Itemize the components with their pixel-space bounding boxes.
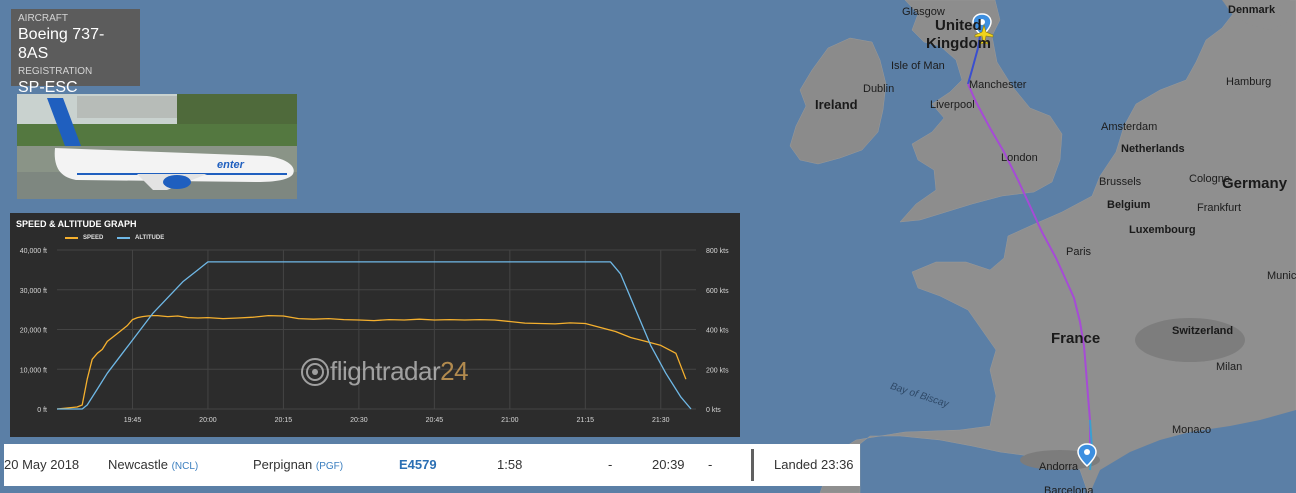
destination-city: Perpignan: [253, 457, 313, 472]
sea-mediterranean: [1090, 410, 1296, 493]
flight-date: 20 May 2018: [4, 457, 80, 472]
aircraft-label: AIRCRAFT: [18, 13, 68, 24]
flight-number-link[interactable]: E4579: [399, 457, 437, 472]
map-label-monaco: Monaco: [1172, 424, 1212, 436]
flight-std: -: [608, 457, 613, 472]
y-left-tick-label: 30,000 ft: [20, 288, 47, 295]
map-label-liverpool: Liverpool: [930, 99, 975, 111]
x-tick-label: 20:45: [426, 417, 444, 424]
y-left-tick-label: 0 ft: [37, 407, 47, 414]
landmass-ireland: [789, 37, 887, 165]
x-tick-label: 21:30: [652, 417, 670, 424]
y-right-tick-label: 200 kts: [706, 367, 729, 374]
flight-history-row[interactable]: 20 May 2018 Newcastle (NCL) Perpignan (P…: [4, 444, 860, 486]
map-label-kingdom: Kingdom: [926, 35, 991, 52]
chart-canvas: 0 ft 10,000 ft 20,000 ft 30,000 ft 40,000 ft…: [20, 248, 729, 424]
chart-ticks: 0 ft 10,000 ft 20,000 ft 30,000 ft 40,000 ft…: [20, 248, 729, 424]
registration-value: SP-ESC: [18, 79, 78, 96]
map-label-munich: Munic: [1267, 270, 1296, 282]
map-label-frankfurt: Frankfurt: [1197, 202, 1242, 214]
origin-city: Newcastle: [108, 457, 168, 472]
flightradar24-logo-icon: [301, 357, 329, 386]
legend-speed-swatch: [65, 237, 78, 239]
legend-altitude: ALTITUDE: [117, 235, 164, 241]
x-tick-label: 20:15: [275, 417, 293, 424]
y-left-tick-label: 10,000 ft: [20, 367, 47, 374]
legend-altitude-label: ALTITUDE: [135, 235, 165, 241]
map-label-milan: Milan: [1216, 361, 1243, 373]
x-tick-label: 20:00: [199, 417, 217, 424]
map-label-hamburg: Hamburg: [1226, 76, 1272, 88]
map-label-brussels: Brussels: [1099, 176, 1142, 188]
series-line-altitude: [57, 261, 692, 410]
map-label-barcelona: Barcelona: [1044, 485, 1094, 493]
map-label-london: London: [1001, 152, 1038, 164]
y-right-tick-label: 0 kts: [706, 407, 721, 414]
aircraft-livery-text: enter: [217, 159, 245, 171]
map-label-andorra: Andorra: [1039, 461, 1079, 473]
aircraft-type: Boeing 737-8AS: [18, 26, 105, 62]
map-label-manchester: Manchester: [969, 79, 1027, 91]
x-tick-label: 20:30: [350, 417, 368, 424]
series-line-speed: [56, 314, 687, 410]
flight-sta: -: [708, 457, 713, 472]
aircraft-info-panel: AIRCRAFT Boeing 737-8AS REGISTRATION SP-…: [11, 9, 140, 96]
x-tick-label: 19:45: [124, 417, 142, 424]
speed-altitude-graph: 0 ft 10,000 ft 20,000 ft 30,000 ft 40,000 ft…: [10, 213, 740, 437]
y-left-tick-label: 20,000 ft: [20, 328, 47, 335]
registration-label: REGISTRATION: [18, 66, 93, 77]
aircraft-photo[interactable]: enter: [17, 94, 297, 199]
destination-cell[interactable]: Perpignan (PGF): [253, 457, 343, 472]
landmass-denmark: [1222, 0, 1290, 30]
y-right-tick-label: 400 kts: [706, 328, 729, 335]
destination-marker-icon[interactable]: [1077, 443, 1097, 468]
map-label-dublin: Dublin: [863, 83, 895, 95]
landmass-continent: [819, 0, 1296, 493]
legend-altitude-swatch: [117, 237, 130, 239]
airplane-icon[interactable]: [974, 23, 994, 45]
map-label-france: France: [1051, 330, 1101, 347]
map-label-ireland: Ireland: [815, 97, 858, 112]
flightradar24-watermark: flightradar24: [300, 356, 469, 387]
alps-relief: [1135, 318, 1245, 362]
watermark-number: 24: [440, 356, 469, 386]
map-label-united: United: [935, 17, 982, 34]
flight-duration: 1:58: [497, 457, 523, 472]
map-label-amsterdam: Amsterdam: [1101, 121, 1158, 133]
y-right-tick-label: 800 kts: [706, 248, 729, 255]
watermark-word: flightradar: [330, 356, 441, 386]
map-label-luxembourg: Luxembourg: [1129, 224, 1196, 236]
flight-status: Landed 23:36: [774, 457, 854, 472]
destination-code: (PGF): [315, 461, 344, 472]
status-divider: [751, 449, 754, 481]
map-label-glasgow: Glasgow: [902, 6, 945, 18]
legend-speed: SPEED: [65, 235, 103, 241]
map-label-switzerland: Switzerland: [1172, 325, 1234, 337]
legend-speed-label: SPEED: [83, 235, 104, 241]
map-label-denmark: Denmark: [1228, 4, 1276, 16]
origin-code: (NCL): [171, 461, 199, 472]
map-label-belgium: Belgium: [1107, 199, 1151, 211]
y-right-tick-label: 600 kts: [706, 288, 729, 295]
origin-cell[interactable]: Newcastle (NCL): [108, 457, 198, 472]
x-tick-label: 21:15: [577, 417, 595, 424]
watermark-text: flightradar24: [330, 356, 469, 387]
chart-grid: [57, 249, 696, 410]
map-label-isle-of-man: Isle of Man: [891, 60, 945, 72]
map-label-netherlands: Netherlands: [1121, 143, 1185, 155]
flight-route: [967, 83, 1091, 448]
chart-series: [56, 261, 692, 410]
flight-atd: 20:39: [652, 457, 685, 472]
map-label-paris: Paris: [1066, 246, 1092, 258]
graph-title: SPEED & ALTITUDE GRAPH: [16, 219, 137, 229]
y-left-tick-label: 40,000 ft: [20, 248, 47, 255]
aircraft-photo-image: enter: [17, 94, 297, 199]
map-label-cologne: Cologne: [1189, 173, 1230, 185]
map-label-germany: Germany: [1222, 175, 1288, 192]
origin-marker-icon[interactable]: [972, 13, 992, 38]
x-tick-label: 21:00: [501, 417, 519, 424]
